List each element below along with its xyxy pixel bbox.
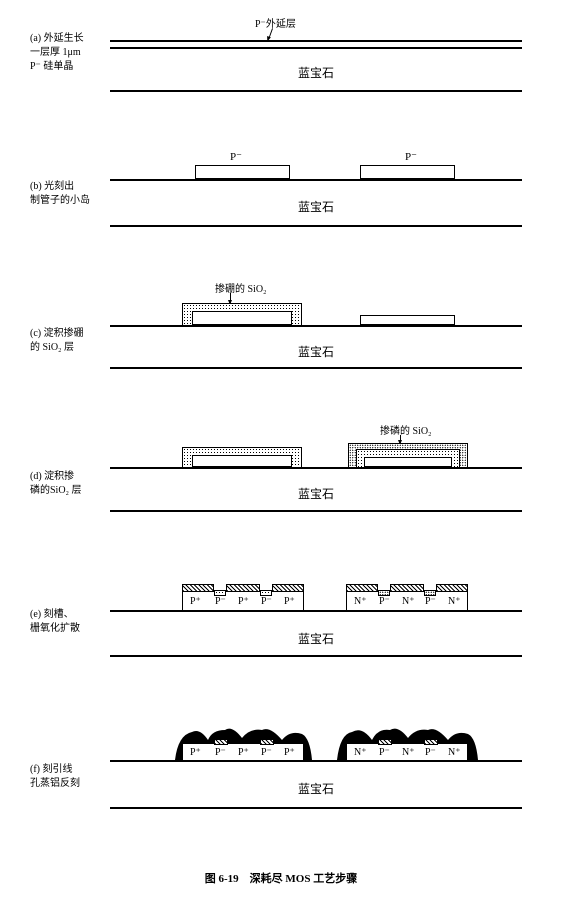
step-label-line: P⁻ 硅单晶 [30,60,100,74]
region-nm: P⁻ [379,596,390,607]
region-pm: P⁻ [261,747,272,758]
step-label-line: 的 SiO₂ 层 [30,341,100,355]
arrow-icon [400,435,401,443]
line [110,325,522,327]
step-label-line: 栅氧化扩散 [30,622,100,636]
line [110,467,522,469]
step-e: (e) 刻槽、 栅氧化扩散 P⁺ P⁻ P⁺ P⁻ P⁺ N⁺ P⁻ N⁺ P⁻… [30,570,532,675]
line [110,807,522,809]
step-a-diagram: P⁻外延层 蓝宝石 [110,20,522,110]
epi-layer-label: P⁻外延层 [255,15,296,30]
region-n: N⁺ [402,596,415,607]
region-pm: P⁻ [215,747,226,758]
region-p: P⁺ [238,596,249,607]
line [110,179,522,181]
boron-sio2-label: 掺硼的 SiO₂ [215,280,267,295]
substrate-label: 蓝宝石 [110,343,522,360]
line [110,225,522,227]
step-b: (b) 光刻出 制管子的小岛 P⁻ P⁻ 蓝宝石 [30,150,532,245]
oxide-seg [182,584,214,592]
step-e-label: (e) 刻槽、 栅氧化扩散 [30,608,100,636]
oxide-seg [272,584,304,592]
step-a-label: (a) 外延生长 一层厚 1μm P⁻ 硅单晶 [30,32,100,74]
phos-sio2-label: 掺磷的 SiO₂ [380,422,432,437]
oxide-seg [346,584,378,592]
step-b-diagram: P⁻ P⁻ 蓝宝石 [110,150,522,245]
step-label-line: 孔蒸铝反刻 [30,777,100,791]
region-pm: P⁻ [215,596,226,607]
step-f: (f) 刻引线 孔蒸铝反刻 P⁺ P⁻ P⁺ P⁻ P⁺ N⁺ P⁻ N⁺ P⁻… [30,715,532,830]
step-c-label: (c) 淀积掺硼 的 SiO₂ 层 [30,327,100,355]
step-label-line: (d) 淀积掺 [30,470,100,484]
region-n: N⁺ [354,747,367,758]
region-n: N⁺ [354,596,367,607]
step-label-line: (b) 光刻出 [30,180,100,194]
region-nm: P⁻ [379,747,390,758]
step-d-label: (d) 淀积掺 磷的SiO₂ 层 [30,470,100,498]
region-p: P⁺ [238,747,249,758]
step-label-line: (e) 刻槽、 [30,608,100,622]
line [110,367,522,369]
gate-hat [260,739,274,745]
step-d: (d) 淀积掺 磷的SiO₂ 层 掺磷的 SiO₂ 蓝宝石 [30,425,532,530]
line [110,610,522,612]
step-label-line: 磷的SiO₂ 层 [30,484,100,498]
oxide-seg [226,584,260,592]
region-n: N⁺ [448,596,461,607]
step-label-line: (a) 外延生长 [30,32,100,46]
region-p: P⁺ [190,596,201,607]
substrate-label: 蓝宝石 [110,485,522,502]
step-d-diagram: 掺磷的 SiO₂ 蓝宝石 [110,425,522,530]
oxide-seg [390,584,424,592]
island-right [360,165,455,179]
line [110,90,522,92]
line [110,40,522,42]
substrate-label: 蓝宝石 [110,64,522,81]
region-pm: P⁻ [261,596,272,607]
substrate-label: 蓝宝石 [110,198,522,215]
region-p: P⁺ [284,747,295,758]
region-nm: P⁻ [425,747,436,758]
step-b-label: (b) 光刻出 制管子的小岛 [30,180,100,208]
line [110,510,522,512]
substrate-label: 蓝宝石 [110,780,522,797]
island-right [360,315,455,325]
arrow-icon [230,293,231,303]
island-p-label: P⁻ [230,150,242,163]
island-right [364,457,452,467]
region-p: P⁺ [284,596,295,607]
step-label-line: 一层厚 1μm [30,46,100,60]
line [110,655,522,657]
gate-hat [424,739,438,745]
island-left [192,455,292,467]
island-left [192,311,292,325]
region-n: N⁺ [448,747,461,758]
island-left [195,165,290,179]
oxide-seg [436,584,468,592]
island-p-label: P⁻ [405,150,417,163]
step-c-diagram: 掺硼的 SiO₂ 蓝宝石 [110,285,522,385]
step-c: (c) 淀积掺硼 的 SiO₂ 层 掺硼的 SiO₂ 蓝宝石 [30,285,532,385]
gate-hat [378,739,392,745]
step-label-line: 制管子的小岛 [30,194,100,208]
step-f-label: (f) 刻引线 孔蒸铝反刻 [30,763,100,791]
step-f-diagram: P⁺ P⁻ P⁺ P⁻ P⁺ N⁺ P⁻ N⁺ P⁻ N⁺ 蓝宝石 [110,715,522,830]
step-label-line: (c) 淀积掺硼 [30,327,100,341]
step-label-line: (f) 刻引线 [30,763,100,777]
region-nm: P⁻ [425,596,436,607]
line [110,47,522,49]
step-e-diagram: P⁺ P⁻ P⁺ P⁻ P⁺ N⁺ P⁻ N⁺ P⁻ N⁺ 蓝宝石 [110,570,522,675]
substrate-label: 蓝宝石 [110,630,522,647]
step-a: (a) 外延生长 一层厚 1μm P⁻ 硅单晶 P⁻外延层 蓝宝石 [30,20,532,110]
figure-caption: 图 6-19 深耗尽 MOS 工艺步骤 [30,870,532,886]
line [110,760,522,762]
region-n: N⁺ [402,747,415,758]
gate-hat [214,739,228,745]
region-p: P⁺ [190,747,201,758]
